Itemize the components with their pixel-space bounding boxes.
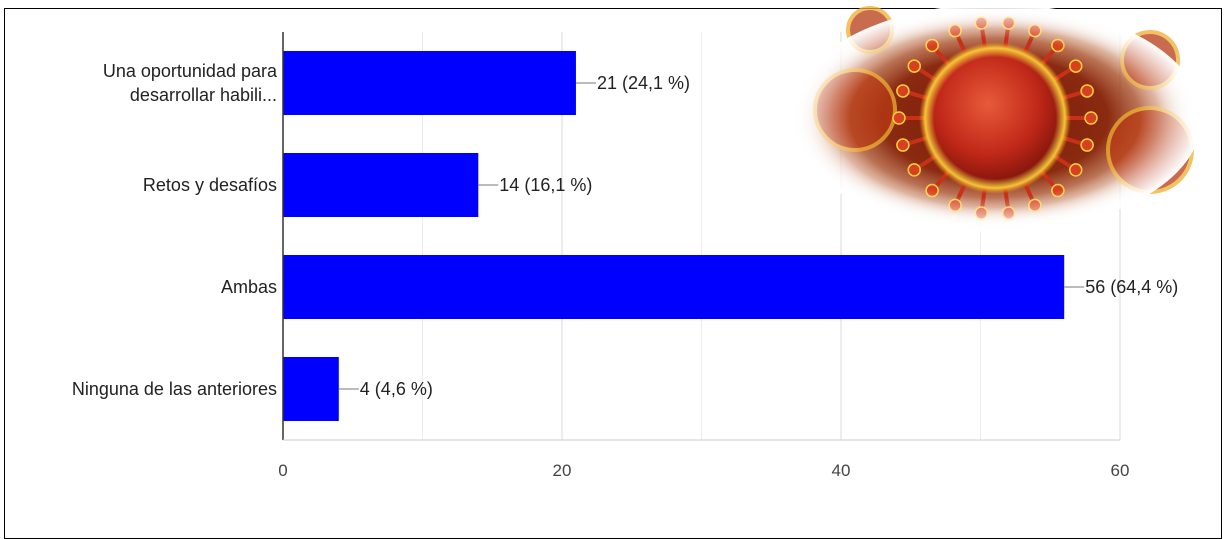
- x-tick-label: 40: [832, 461, 851, 480]
- category-label: Una oportunidad para: [103, 61, 278, 81]
- category-label: Ambas: [221, 277, 277, 297]
- category-label: Ninguna de las anteriores: [72, 379, 277, 399]
- bars: 21 (24,1 %) 14 (16,1 %) 56 (64,4 %) 4 (4,6 …: [283, 51, 1178, 421]
- bar: [283, 51, 576, 115]
- x-tick-label: 0: [278, 461, 287, 480]
- category-label: Retos y desafíos: [143, 175, 277, 195]
- x-tick-label: 60: [1111, 461, 1130, 480]
- category-label: desarrollar habili...: [130, 85, 277, 105]
- data-label: 21 (24,1 %): [597, 73, 690, 93]
- data-label: 14 (16,1 %): [499, 175, 592, 195]
- data-label: 56 (64,4 %): [1085, 277, 1178, 297]
- data-label: 4 (4,6 %): [360, 379, 433, 399]
- axes: Una oportunidad para desarrollar habili..…: [72, 32, 1130, 480]
- x-tick-label: 20: [553, 461, 572, 480]
- virus-fade: [788, 4, 1202, 232]
- bar: [283, 357, 339, 421]
- bar: [283, 255, 1065, 319]
- coronavirus-illustration: [788, 4, 1202, 232]
- bar: [283, 153, 479, 217]
